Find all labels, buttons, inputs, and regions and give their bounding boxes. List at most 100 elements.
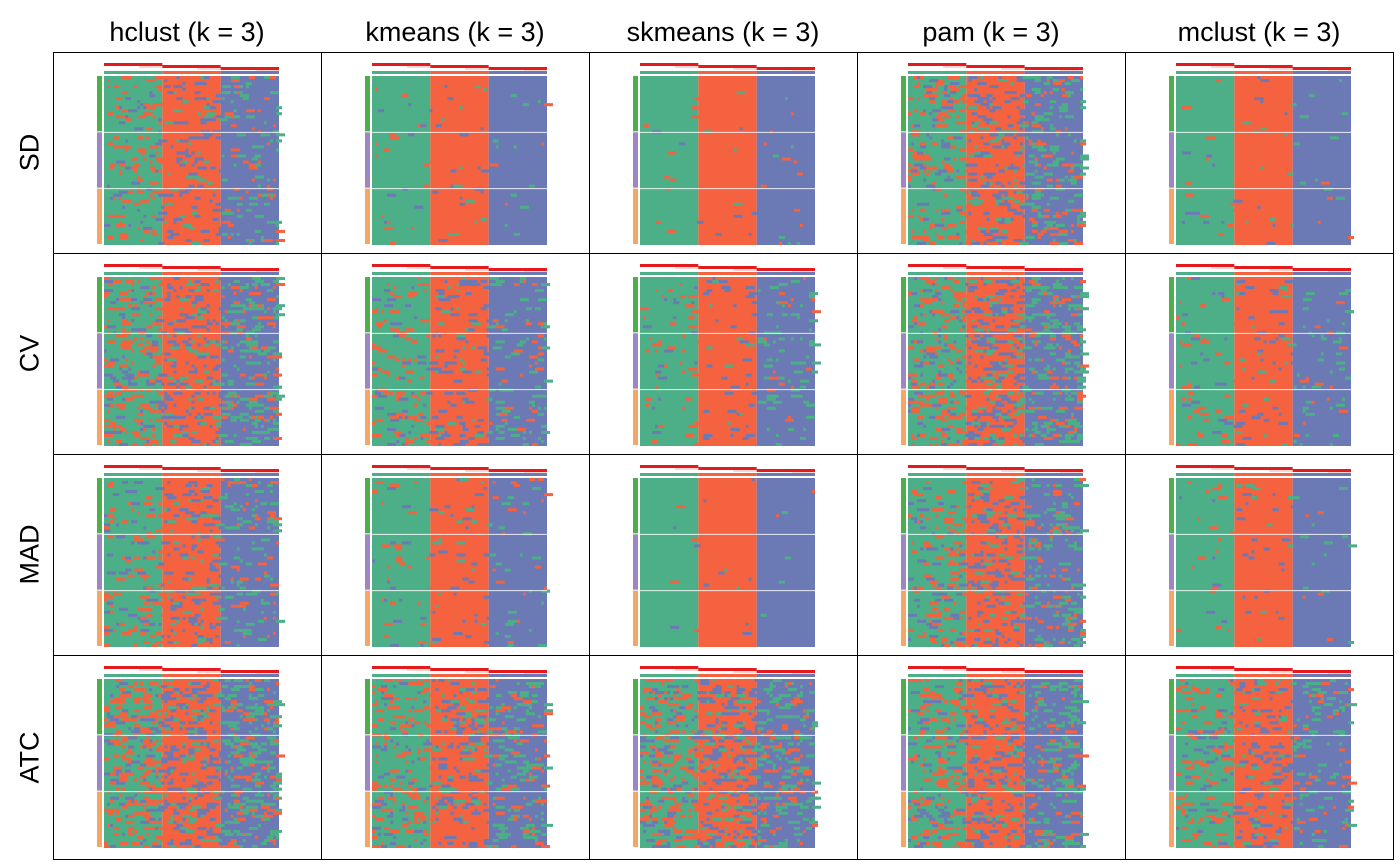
heatmap-cell xyxy=(489,421,493,425)
heatmap-cell xyxy=(1025,193,1029,197)
heatmap-cell xyxy=(1037,526,1041,530)
heatmap-cell xyxy=(1004,505,1011,509)
heatmap-cell xyxy=(1037,235,1041,239)
heatmap-cell xyxy=(1302,421,1306,425)
heatmap-cell xyxy=(146,784,156,788)
heatmap-cell xyxy=(1323,541,1333,545)
heatmap-cell xyxy=(498,400,505,404)
heatmap-cell xyxy=(140,835,144,839)
heatmap-cell xyxy=(137,328,147,332)
heatmap-cell xyxy=(932,310,939,314)
heatmap-cell xyxy=(396,391,406,395)
class-block xyxy=(966,76,1025,245)
heatmap-cell xyxy=(1025,409,1035,413)
heatmap-cell xyxy=(149,304,153,308)
heatmap-panel xyxy=(53,253,322,455)
heatmap-cell xyxy=(1064,163,1074,167)
heatmap-cell xyxy=(251,349,261,353)
heatmap-cell xyxy=(1061,88,1065,92)
heatmap-cell xyxy=(218,544,222,548)
heatmap-cell xyxy=(116,97,123,101)
heatmap-cell xyxy=(947,223,957,227)
heatmap-cell xyxy=(122,754,126,758)
heatmap-cell xyxy=(1058,178,1065,182)
heatmap-cell xyxy=(673,316,677,320)
heatmap-cell xyxy=(947,385,951,389)
heatmap-cell xyxy=(938,370,942,374)
heatmap-cell xyxy=(947,277,954,281)
heatmap-cell xyxy=(983,493,990,497)
heatmap-cell xyxy=(1061,94,1071,98)
heatmap-cell xyxy=(995,568,999,572)
heatmap-cell xyxy=(206,319,210,323)
heatmap-cell xyxy=(206,103,210,107)
heatmap-cell xyxy=(209,565,216,569)
heatmap-cell xyxy=(266,187,273,191)
heatmap-cell xyxy=(923,217,930,221)
heatmap-cell xyxy=(525,322,532,326)
heatmap-cell xyxy=(405,436,409,440)
silhouette-fade xyxy=(1269,269,1293,271)
heatmap-cell xyxy=(146,79,156,83)
heatmap-cell xyxy=(965,637,975,641)
heatmap-cell xyxy=(372,310,379,314)
heatmap-cell xyxy=(134,433,141,437)
heatmap-cell xyxy=(236,580,243,584)
heatmap-cell xyxy=(1025,427,1029,431)
heatmap-cell xyxy=(1073,430,1077,434)
heatmap-cell xyxy=(384,622,394,626)
heatmap-cell xyxy=(1001,202,1011,206)
heatmap-cell xyxy=(260,724,264,728)
heatmap-cell xyxy=(959,412,966,416)
heatmap-cell xyxy=(155,694,159,698)
heatmap-cell xyxy=(1016,301,1026,305)
heatmap-cell xyxy=(167,415,177,419)
silhouette-bar xyxy=(1292,469,1351,472)
heatmap-cell xyxy=(986,571,996,575)
heatmap-cell xyxy=(149,379,159,383)
heatmap-cell xyxy=(1257,352,1261,356)
silhouette-fade xyxy=(733,269,757,271)
heatmap-cell xyxy=(173,121,183,125)
heatmap-cell xyxy=(245,208,252,212)
heatmap-cell xyxy=(384,544,391,548)
heatmap-cell xyxy=(1034,334,1041,338)
heatmap-cell xyxy=(986,100,993,104)
heatmap-cell xyxy=(646,349,650,353)
heatmap-cell xyxy=(971,481,981,485)
heatmap-cell xyxy=(122,205,126,209)
heatmap-cell xyxy=(1326,637,1333,641)
heatmap-cell xyxy=(197,415,201,419)
heatmap-cell xyxy=(923,424,927,428)
heatmap-cell xyxy=(209,583,219,587)
heatmap-cell xyxy=(1076,295,1080,299)
heatmap-cell xyxy=(808,292,819,296)
heatmap-cell xyxy=(1046,424,1050,428)
heatmap-cell xyxy=(655,289,659,293)
heatmap-cell xyxy=(197,166,207,170)
heatmap-cell xyxy=(1001,634,1005,638)
heatmap-cell xyxy=(477,418,481,422)
heatmap-cell xyxy=(992,361,1002,365)
heatmap-cell xyxy=(390,136,400,140)
heatmap-cell xyxy=(185,295,192,299)
heatmap-cell xyxy=(209,625,216,629)
heatmap-cell xyxy=(438,538,442,542)
heatmap-cell xyxy=(251,178,255,182)
heatmap-cell xyxy=(983,409,987,413)
heatmap-cell xyxy=(1049,544,1053,548)
heatmap-cell xyxy=(251,484,258,488)
heatmap-cell xyxy=(1200,412,1210,416)
heatmap-cell xyxy=(1188,397,1192,401)
heatmap-cell xyxy=(1245,220,1249,224)
heatmap-cell xyxy=(932,379,936,383)
heatmap-cell xyxy=(495,562,502,566)
heatmap-cell xyxy=(1335,403,1345,407)
heatmap-cell xyxy=(251,799,255,803)
heatmap-cell xyxy=(1043,82,1050,86)
heatmap-cell xyxy=(971,238,975,242)
heatmap-cell xyxy=(275,133,286,137)
heatmap-cell xyxy=(1058,574,1062,578)
heatmap-cell xyxy=(1025,94,1032,98)
heatmap-cell xyxy=(1013,535,1020,539)
